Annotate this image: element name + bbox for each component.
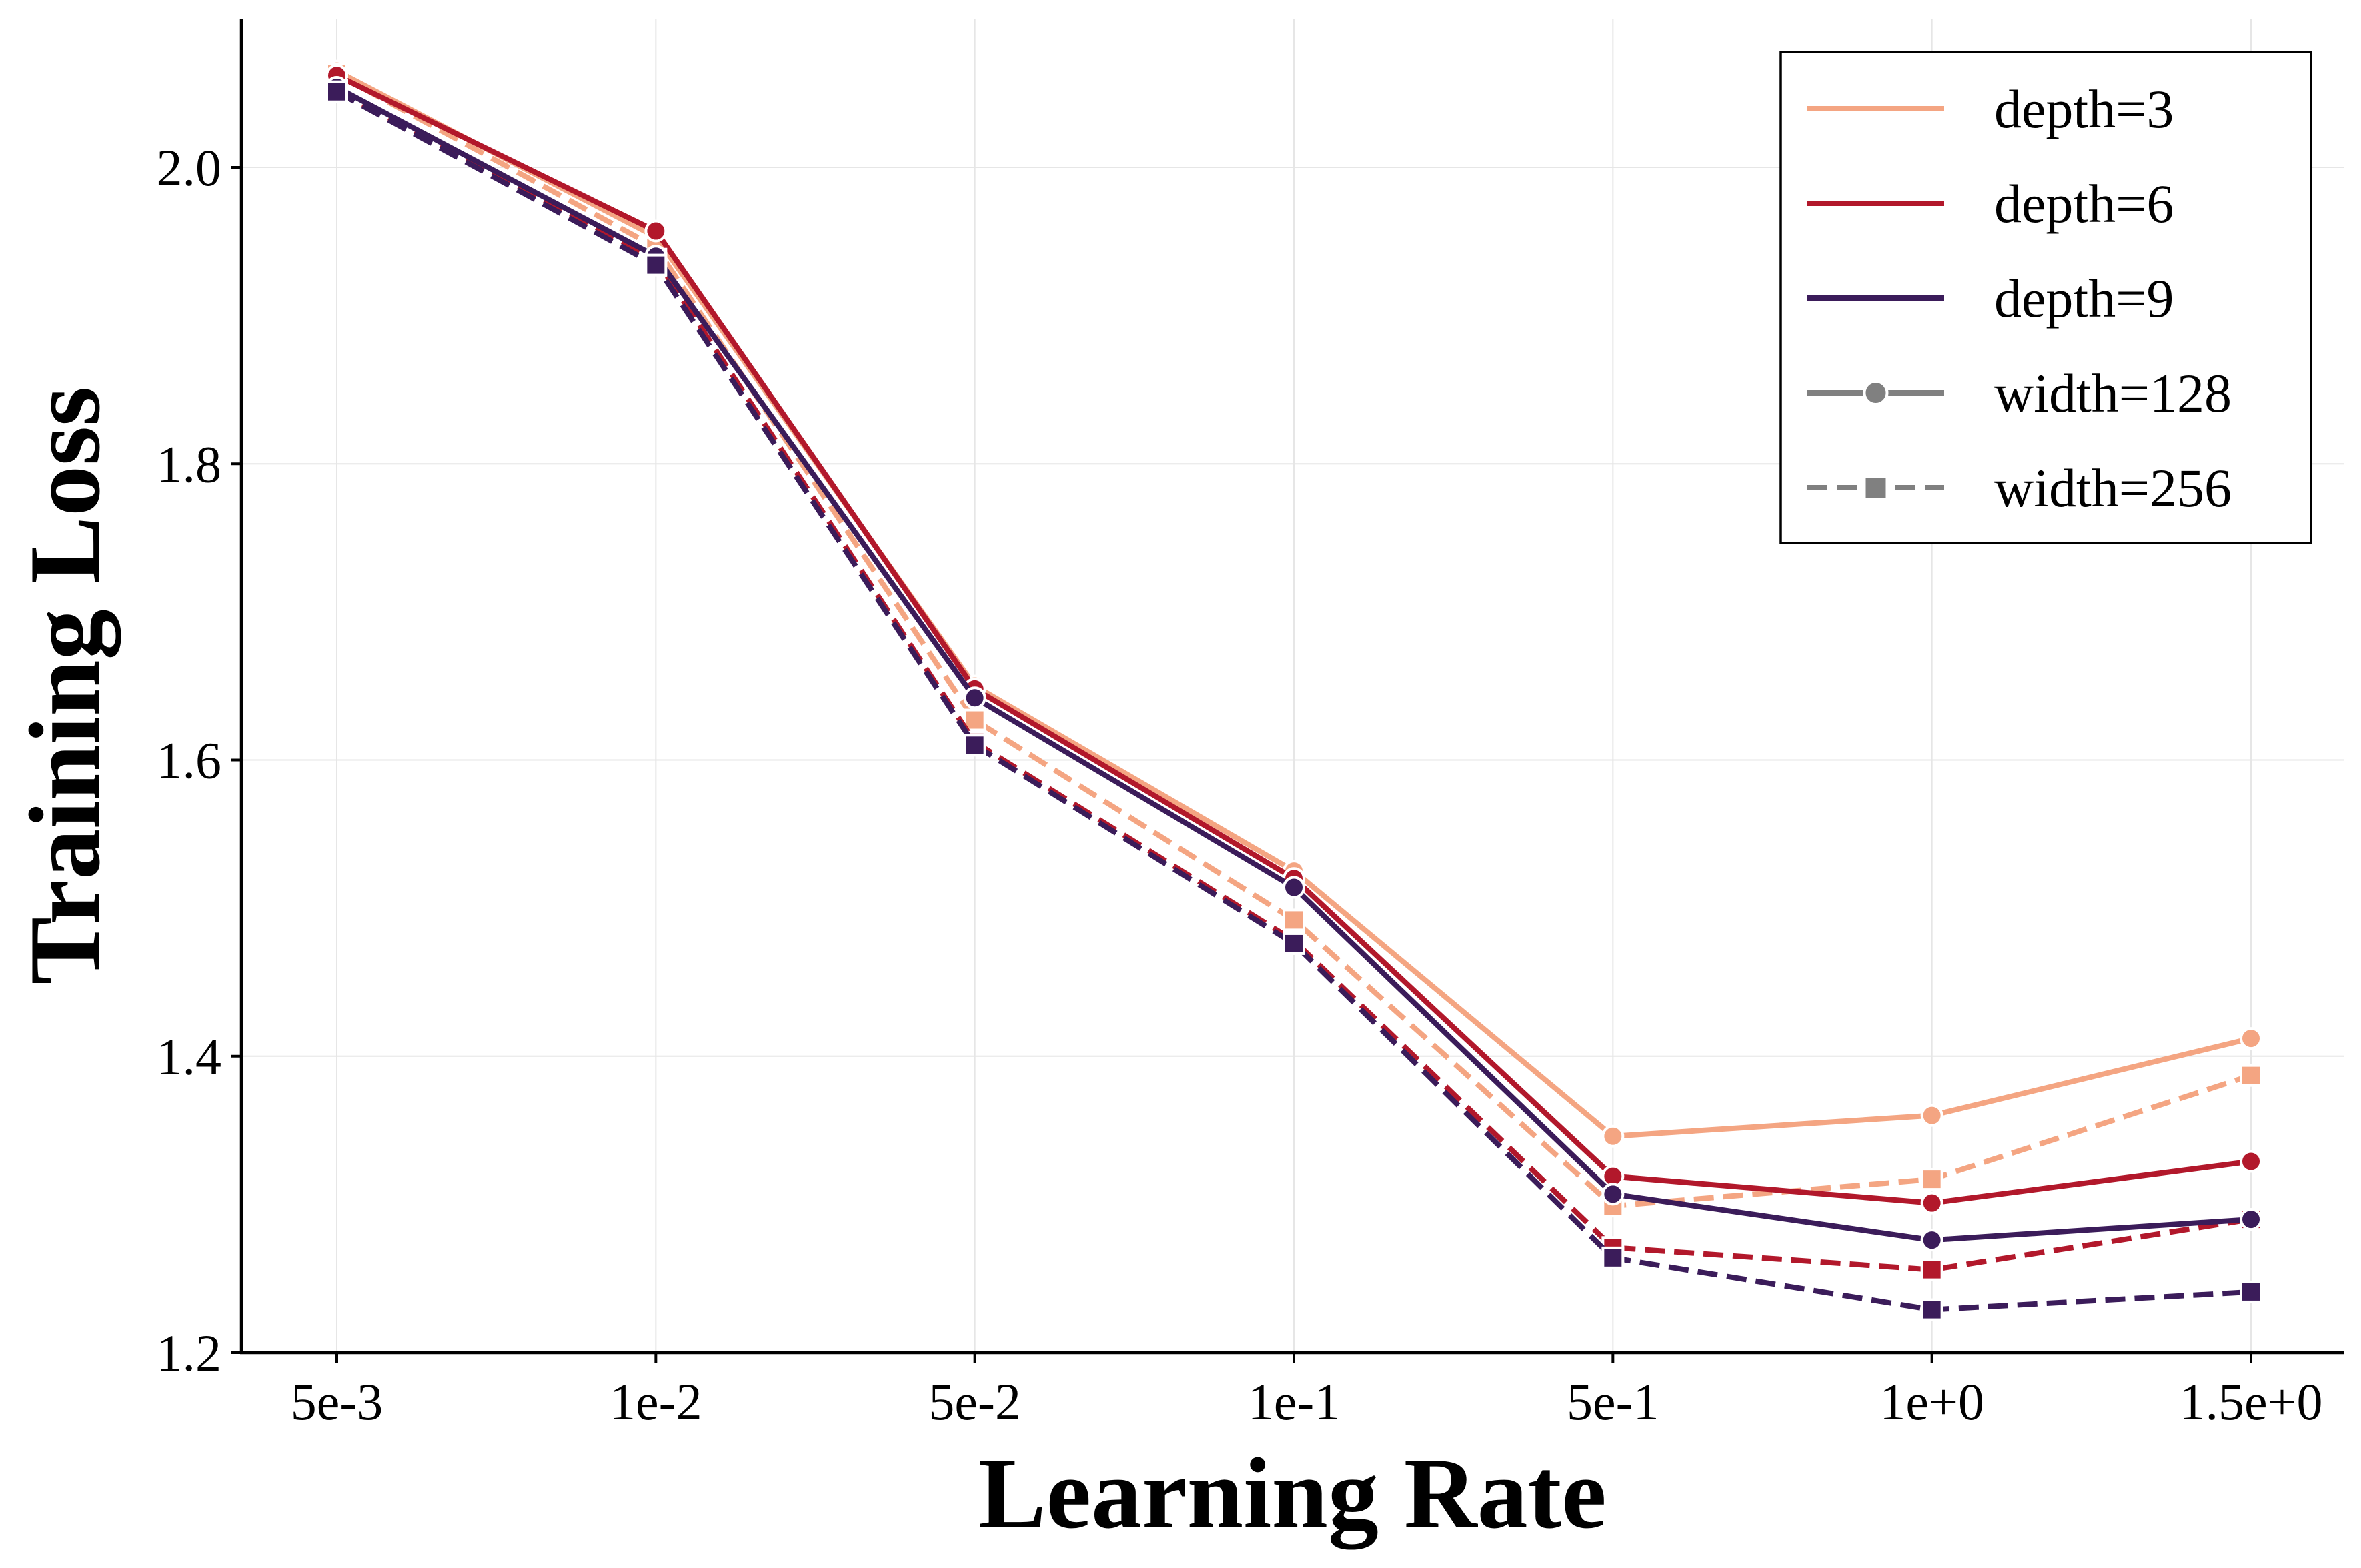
data-point-marker xyxy=(644,253,668,277)
data-point-marker xyxy=(1283,932,1305,955)
legend-label: width=256 xyxy=(1994,458,2232,518)
data-point-marker xyxy=(1283,908,1305,932)
legend-item-depth-6: depth=6 xyxy=(1807,173,2174,234)
legend-marker xyxy=(1863,380,1889,406)
legend-label: depth=9 xyxy=(1994,268,2174,329)
series xyxy=(325,59,2262,1321)
x-tick-label: 1e+0 xyxy=(1879,1373,1984,1431)
data-point-marker xyxy=(1920,1298,1943,1321)
legend-item-width-256: width=256 xyxy=(1807,458,2232,518)
data-point-marker xyxy=(2240,1280,2262,1303)
x-tick-label: 1e-1 xyxy=(1248,1373,1341,1431)
y-tick-label: 2.0 xyxy=(157,139,222,197)
y-tick-label: 1.6 xyxy=(157,732,222,790)
axes xyxy=(239,19,2344,1355)
data-point-marker xyxy=(1601,1183,1625,1206)
x-tick-label: 5e-3 xyxy=(291,1373,383,1431)
legend-item-depth-3: depth=3 xyxy=(1807,79,2174,139)
data-point-marker xyxy=(1601,1124,1625,1148)
x-axis-title: Learning Rate xyxy=(978,1437,1606,1550)
legend-item-width-128: width=128 xyxy=(1807,363,2232,424)
data-point-marker xyxy=(1920,1168,1943,1191)
x-tick-label: 1e-2 xyxy=(610,1373,702,1431)
legend-label: width=128 xyxy=(1994,363,2232,424)
data-point-marker xyxy=(963,708,986,732)
data-point-marker xyxy=(2240,1150,2262,1173)
data-point-marker xyxy=(1283,876,1305,899)
legend-item-depth-9: depth=9 xyxy=(1807,268,2174,329)
legend: depth=3 depth=6 depth=9 width=128 width=256 xyxy=(1779,51,2312,544)
legend-label: depth=3 xyxy=(1994,79,2174,139)
x-tick-label: 5e-1 xyxy=(1567,1373,1659,1431)
data-point-marker xyxy=(1920,1191,1943,1215)
ticks: 5e-3 1e-2 5e-2 1e-1 5e-1 1e+0 1.5e+0 1.2 1.4 1.6 1… xyxy=(157,139,2323,1431)
data-point-marker xyxy=(963,734,986,757)
x-tick-label: 5e-2 xyxy=(928,1373,1021,1431)
series-depth-9-width-256 xyxy=(325,80,2262,1321)
y-tick-label: 1.4 xyxy=(157,1028,222,1086)
y-axis-title: Training Loss xyxy=(9,387,121,985)
y-tick-label: 1.2 xyxy=(157,1324,222,1382)
data-point-marker xyxy=(1601,1246,1625,1269)
legend-label: depth=6 xyxy=(1994,173,2174,234)
data-point-marker xyxy=(1920,1104,1943,1127)
data-point-marker xyxy=(2240,1208,2262,1231)
legend-marker xyxy=(1863,475,1889,500)
data-point-marker xyxy=(325,80,348,103)
data-point-marker xyxy=(1920,1258,1943,1281)
data-point-marker xyxy=(644,219,668,243)
data-point-marker xyxy=(1920,1229,1943,1252)
data-point-marker xyxy=(2240,1027,2262,1050)
data-point-marker xyxy=(963,686,986,710)
x-tick-label: 1.5e+0 xyxy=(2179,1373,2322,1431)
data-point-marker xyxy=(2240,1064,2262,1087)
y-tick-label: 1.8 xyxy=(157,435,222,493)
